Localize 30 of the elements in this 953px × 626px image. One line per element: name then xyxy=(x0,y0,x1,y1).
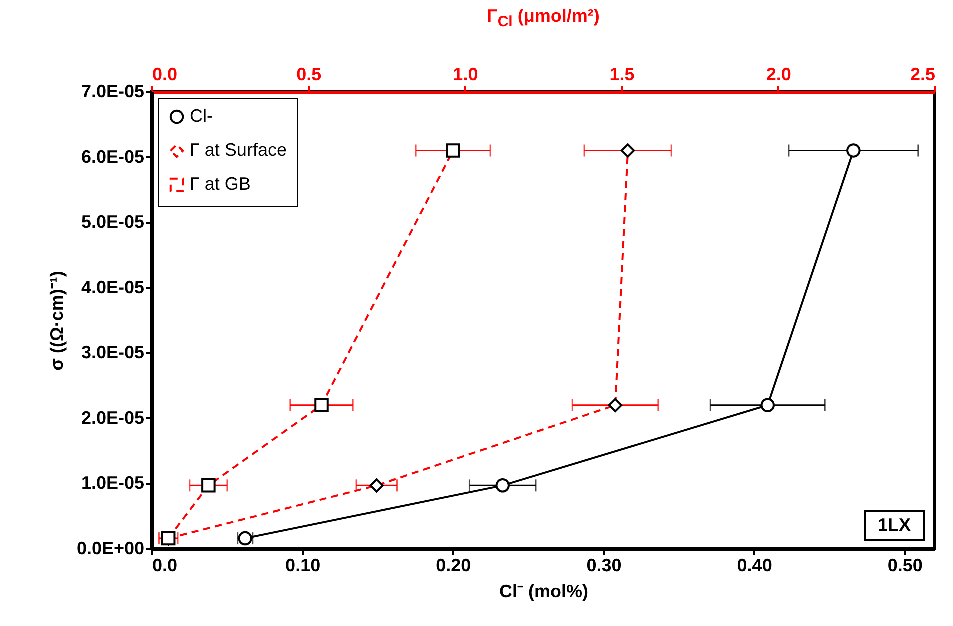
x-axis-title: Cl⁻ (mol%) xyxy=(500,582,588,602)
x2-tick-label: 2.5 xyxy=(910,64,936,84)
y-tick-label: 4.0E-05 xyxy=(81,277,144,298)
legend-label: Γ at Surface xyxy=(190,140,287,160)
legend-label: Γ at GB xyxy=(190,174,251,194)
y-tick-label: 6.0E-05 xyxy=(81,146,144,167)
x2-tick-label: 1.0 xyxy=(453,64,478,84)
x2-tick-label: 0.5 xyxy=(296,64,322,84)
x2-tick-label: 0.0 xyxy=(152,64,178,84)
point xyxy=(846,144,861,158)
y-tick-label: 2.0E-05 xyxy=(81,408,144,428)
x-tick-label: 0.30 xyxy=(586,556,622,576)
x-tick-label: 0.0 xyxy=(152,556,178,576)
x2-tick-label: 2.0 xyxy=(766,64,792,84)
y-tick-label: 3.0E-05 xyxy=(81,342,144,363)
y-tick-label: 1.0E-05 xyxy=(81,473,144,494)
y-tick-label: 0.0E+00 xyxy=(76,538,144,558)
x2-axis-title: Γ$_{Cl}$ (μmol/m²) xyxy=(487,6,600,31)
y-tick-label: 5.0E-05 xyxy=(81,212,144,232)
y-tick-label: 7.0E-05 xyxy=(81,82,144,102)
x2-tick-label: 1.5 xyxy=(610,64,635,84)
point xyxy=(496,478,510,493)
annotation: 1LX xyxy=(864,510,926,541)
legend-label: Cl- xyxy=(190,106,213,126)
x-tick-label: 0.20 xyxy=(436,556,472,576)
point xyxy=(760,398,775,412)
x-tick-label: 0.40 xyxy=(737,556,772,576)
x-tick-label: 0.10 xyxy=(286,556,321,576)
x-tick-label: 0.50 xyxy=(888,556,923,576)
y-axis-title: σ ((Ω·cm)⁻¹) xyxy=(46,271,67,371)
